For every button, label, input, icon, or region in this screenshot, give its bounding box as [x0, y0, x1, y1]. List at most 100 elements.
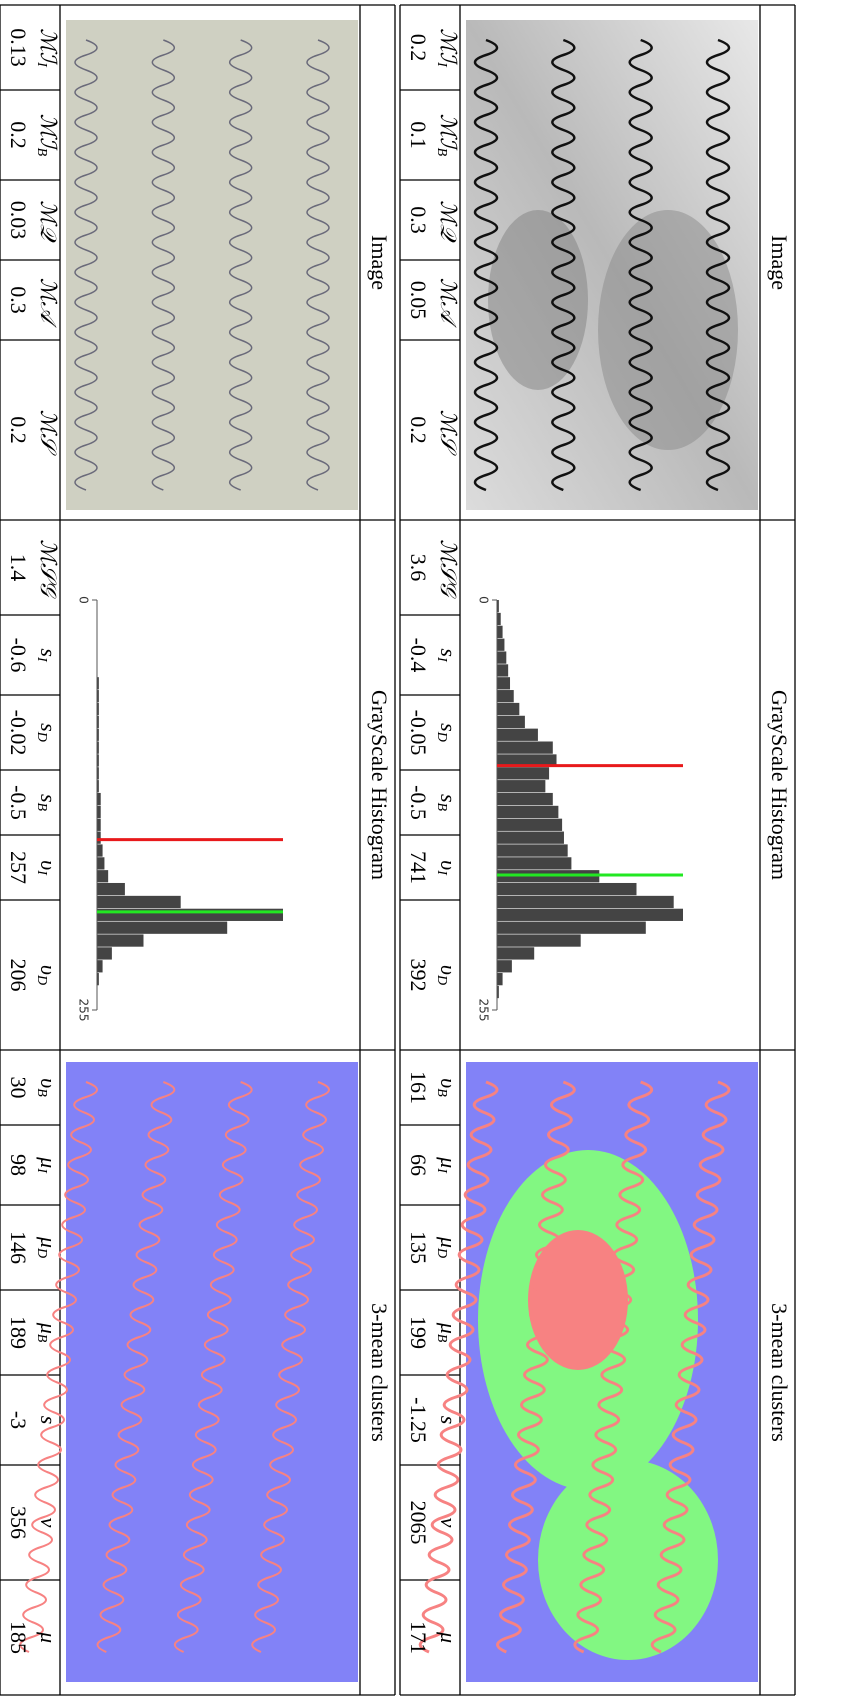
metric-subscript: I [434, 656, 449, 663]
histogram-bar [496, 831, 564, 844]
handwriting-stroke [551, 38, 576, 492]
metric-value: 0.2 [406, 34, 431, 62]
metric-symbol: υ [36, 860, 61, 870]
metric-symbol: μ [36, 1156, 61, 1168]
histogram-bar [497, 702, 520, 716]
metric-subscript: D [34, 1247, 49, 1258]
metric-label: sB [34, 794, 61, 812]
metric-value: 30 [6, 1077, 31, 1099]
metric-label: s [36, 1416, 61, 1425]
metric-subscript: B [34, 1334, 49, 1343]
histogram-bar [496, 767, 550, 780]
metric-value: 0.13 [6, 28, 31, 67]
metric-subscript: B [434, 1334, 449, 1343]
histogram-bar [497, 818, 563, 831]
metric-label: μ [436, 1631, 461, 1643]
histogram-bar [97, 844, 103, 857]
metric-symbol: μ [36, 1322, 61, 1334]
metric-label: sD [34, 723, 61, 742]
metric-subscript: B [34, 1088, 49, 1097]
metric-label: v [36, 1518, 61, 1528]
histogram-bar [96, 805, 101, 819]
histogram-bar [497, 895, 674, 909]
metric-label: s [436, 1416, 461, 1425]
metric-subscript: B [434, 1088, 449, 1097]
metric-label: sB [434, 794, 461, 812]
metric-value: 206 [6, 959, 31, 992]
column-header: Image [767, 235, 792, 290]
metric-value: 392 [406, 959, 431, 992]
metric-value: 741 [406, 851, 431, 884]
column-header: 3-mean clusters [767, 1303, 792, 1442]
histogram-bar [96, 792, 101, 806]
cluster-image [66, 1062, 358, 1682]
metric-symbol: ℳ𝒮𝒢 [36, 539, 61, 599]
metric-symbol: s [436, 794, 461, 803]
metric-value: 189 [6, 1316, 31, 1349]
metric-value: -3 [6, 1411, 31, 1429]
metric-symbol: μ [36, 1631, 61, 1643]
histogram-bar [497, 728, 538, 741]
histogram-bar [497, 960, 512, 973]
x-tick-label: 255 [477, 999, 491, 1022]
metric-label: ℳ𝒮𝒢 [36, 539, 61, 599]
metric-label: ℳ𝒜 [436, 278, 461, 329]
metric-value: 0.2 [6, 121, 31, 149]
histogram-bar [497, 921, 646, 934]
metric-value: 171 [406, 1621, 431, 1654]
histogram-bar [496, 973, 503, 986]
metric-symbol: μ [436, 1236, 461, 1248]
metric-value: -0.4 [406, 638, 431, 673]
metric-value: 185 [6, 1621, 31, 1654]
metric-value: 146 [6, 1231, 31, 1264]
histogram-bar [97, 921, 228, 934]
metric-value: -0.02 [6, 710, 31, 756]
histogram-bar [97, 857, 105, 870]
handwriting-stroke [650, 1080, 731, 1654]
metric-label: μ [36, 1631, 61, 1643]
metric-label: υI [434, 860, 461, 876]
histogram-bar [97, 882, 125, 896]
metric-label: ℳ𝒮𝒢 [436, 539, 461, 599]
metric-label: μB [34, 1322, 61, 1343]
metric-subscript: I [434, 61, 449, 68]
metric-label: υI [34, 860, 61, 876]
metric-label: υD [34, 965, 61, 985]
metric-subscript: D [434, 1247, 449, 1258]
handwriting-stroke [228, 39, 253, 491]
histogram-bar [496, 754, 557, 767]
metric-subscript: I [34, 61, 49, 68]
metric-symbol: υ [36, 965, 61, 975]
histogram-bar [496, 741, 553, 754]
metric-symbol: ℳℐ [36, 114, 61, 152]
metric-symbol: s [436, 723, 461, 732]
metric-symbol: ℳ𝒬 [436, 200, 461, 243]
metric-value: -0.5 [6, 785, 31, 820]
metric-label: ℳℐB [34, 114, 61, 157]
metric-subscript: D [34, 731, 49, 742]
metric-value: 161 [406, 1071, 431, 1104]
metric-value: 257 [6, 851, 31, 884]
handwriting-stroke [96, 1081, 176, 1653]
metric-symbol: ℳ𝒬 [36, 200, 61, 243]
metric-label: μD [434, 1236, 461, 1258]
metric-symbol: v [436, 1518, 461, 1528]
histogram-bar [97, 934, 144, 947]
metric-symbol: ℳ𝒜 [436, 278, 461, 329]
metric-value: 2065 [406, 1501, 431, 1545]
handwriting-stroke [151, 39, 176, 491]
histogram-bar [96, 831, 101, 844]
metric-symbol: ℳℐ [436, 114, 461, 152]
handwriting-stroke [306, 39, 330, 491]
metric-subscript: I [34, 869, 49, 876]
histogram-bar [97, 960, 103, 973]
metric-value: -1.25 [406, 1397, 431, 1443]
handwriting-stroke [705, 38, 731, 492]
metric-symbol: υ [436, 965, 461, 975]
metric-symbol: s [36, 648, 61, 657]
metric-value: 199 [406, 1316, 431, 1349]
metric-label: μD [34, 1236, 61, 1258]
metric-value: 135 [406, 1231, 431, 1264]
metric-symbol: s [436, 1416, 461, 1425]
